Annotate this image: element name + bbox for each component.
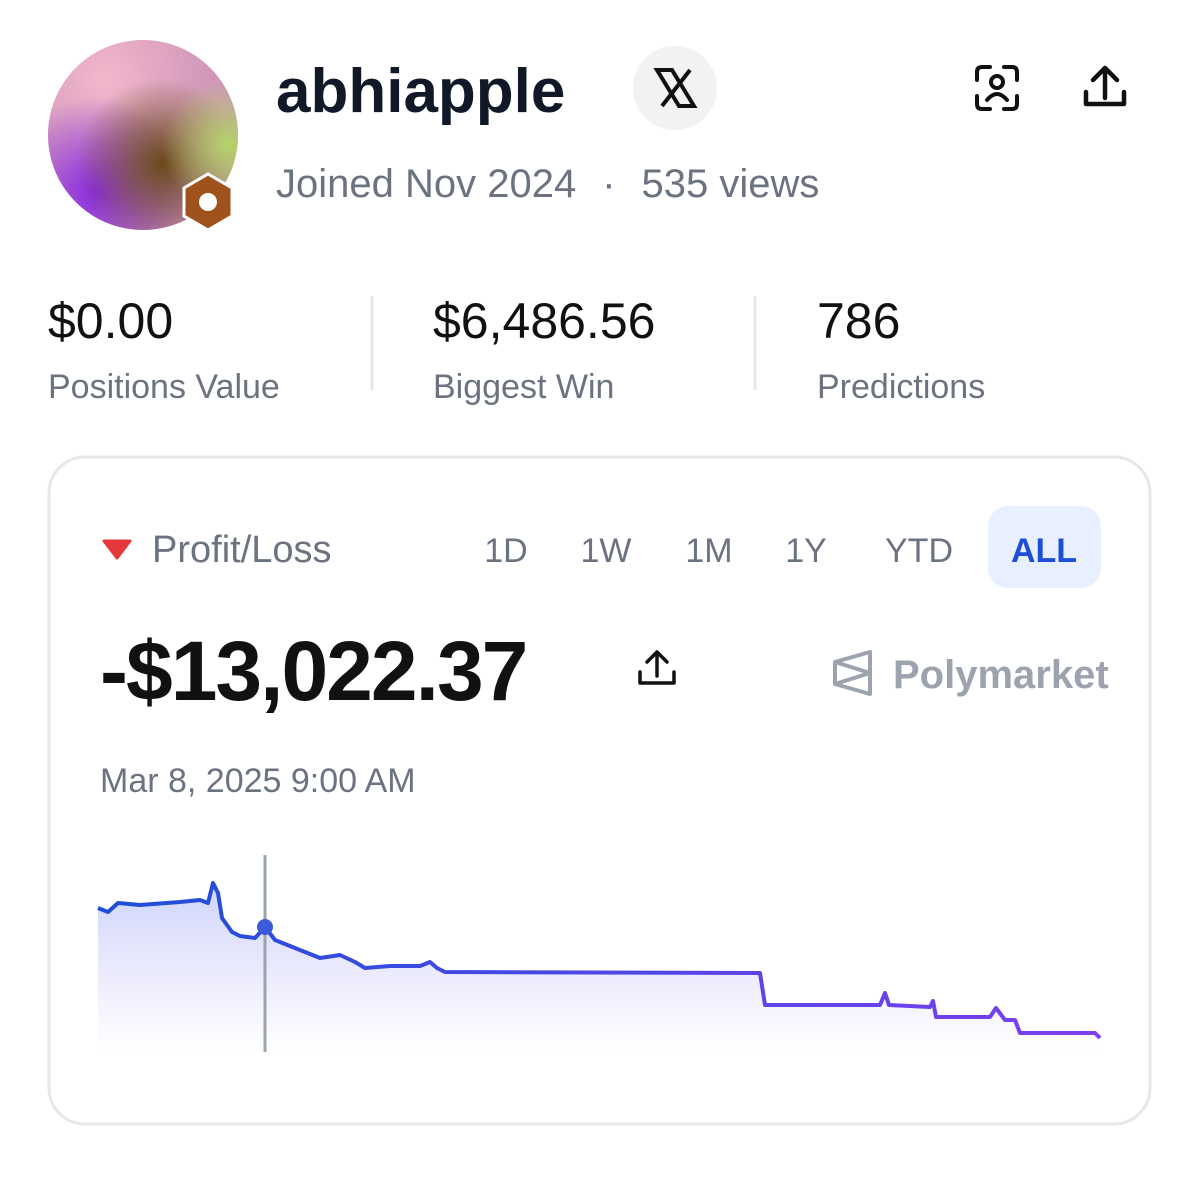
share-button[interactable] xyxy=(1083,65,1127,107)
range-tabs: 1D 1W 1M 1Y YTD ALL xyxy=(484,506,1101,588)
x-link[interactable] xyxy=(633,46,717,130)
range-tab[interactable]: YTD xyxy=(885,532,953,570)
stat-label: Biggest Win xyxy=(433,368,614,406)
pnl-value: -$13,022.37 xyxy=(100,624,526,718)
range-tab[interactable]: 1M xyxy=(685,532,732,570)
joined-line: Joined Nov 2024 · 535 views xyxy=(276,162,819,206)
stat-value: $0.00 xyxy=(48,293,173,349)
range-tab[interactable]: 1W xyxy=(581,532,632,570)
range-tab[interactable]: 1D xyxy=(484,532,527,570)
level-badge xyxy=(182,172,234,232)
range-tab[interactable]: ALL xyxy=(1011,532,1077,570)
range-highlight xyxy=(988,506,1101,588)
share-pnl[interactable] xyxy=(638,650,676,685)
sparkline-area xyxy=(98,883,1100,1052)
brand: Polymarket xyxy=(893,653,1109,697)
crosshair-dot xyxy=(257,919,273,935)
stat-value: 786 xyxy=(817,293,900,349)
pnl-title: Profit/Loss xyxy=(152,529,332,571)
sparkline-line xyxy=(97,881,1102,1040)
stat-label: Positions Value xyxy=(48,368,280,406)
username: abhiapple xyxy=(276,57,565,126)
range-tab[interactable]: 1Y xyxy=(785,532,827,570)
stats: $0.00 Positions Value $6,486.56 Biggest Win… xyxy=(48,293,985,406)
polymarket-logo xyxy=(833,650,872,696)
down-indicator xyxy=(102,539,132,560)
scan-button[interactable] xyxy=(975,65,1019,111)
pnl-sparkline xyxy=(97,855,1102,1052)
stat-label: Predictions xyxy=(817,368,985,406)
timestamp: Mar 8, 2025 9:00 AM xyxy=(100,762,416,800)
avatar[interactable] xyxy=(48,40,238,230)
stat-value: $6,486.56 xyxy=(433,293,655,349)
